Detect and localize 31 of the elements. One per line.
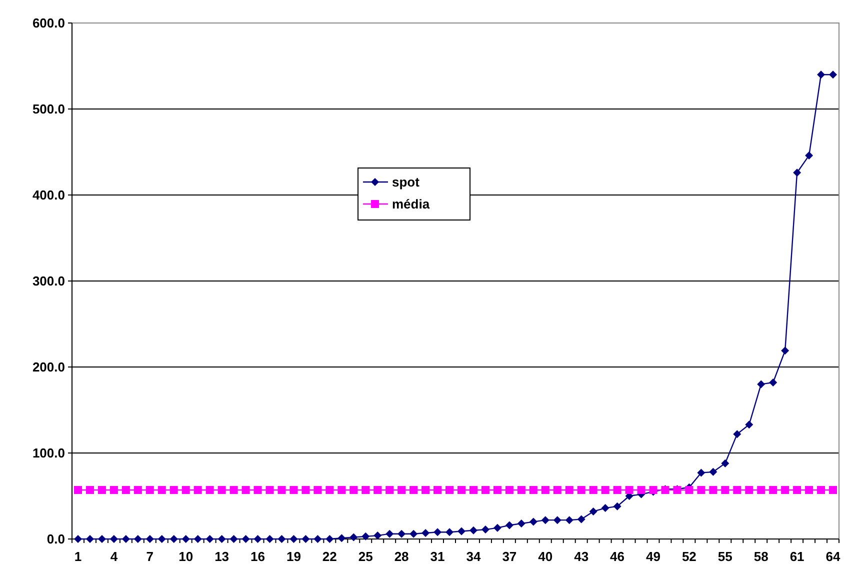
y-tick-label: 400.0 — [32, 188, 65, 203]
y-tick-label: 600.0 — [32, 16, 65, 31]
x-tick-label: 13 — [214, 549, 230, 564]
y-tick-label: 200.0 — [32, 360, 65, 375]
y-tick-label: 300.0 — [32, 274, 65, 289]
x-tick-label: 31 — [430, 549, 445, 564]
x-tick-label: 25 — [358, 549, 373, 564]
x-tick-label: 58 — [754, 549, 768, 564]
y-tick-label: 100.0 — [32, 446, 65, 461]
y-tick-label: 0.0 — [46, 532, 65, 547]
x-tick-label: 49 — [646, 549, 660, 564]
x-tick-label: 40 — [538, 549, 553, 564]
x-tick-label: 10 — [178, 549, 194, 564]
y-tick-label: 500.0 — [32, 102, 65, 117]
x-tick-label: 52 — [682, 549, 696, 564]
x-tick-label: 37 — [502, 549, 517, 564]
x-tick-label: 28 — [394, 549, 409, 564]
x-tick-label: 4 — [110, 549, 118, 564]
x-tick-label: 22 — [322, 549, 337, 564]
x-tick-label: 46 — [610, 549, 625, 564]
legend-label: média — [392, 196, 430, 212]
x-tick-label: 55 — [718, 549, 732, 564]
x-tick-label: 61 — [790, 549, 804, 564]
x-tick-label: 43 — [574, 549, 589, 564]
x-tick-label: 64 — [826, 549, 842, 564]
legend-label: spot — [392, 174, 420, 190]
x-tick-label: 16 — [250, 549, 265, 564]
x-tick-label: 34 — [466, 549, 482, 564]
x-tick-label: 7 — [146, 549, 154, 564]
x-tick-label: 1 — [74, 549, 82, 564]
x-tick-label: 19 — [286, 549, 301, 564]
